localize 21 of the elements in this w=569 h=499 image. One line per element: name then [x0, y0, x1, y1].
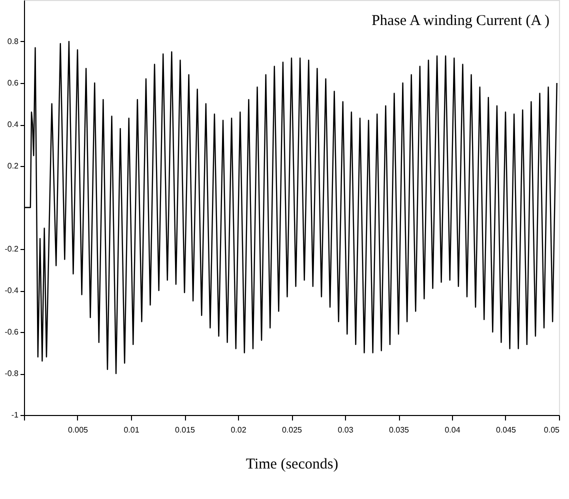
y-tick-label: 0.6	[7, 78, 20, 88]
y-tick-label: -0.2	[4, 244, 20, 254]
x-tick-label: 0.045	[496, 426, 517, 434]
x-tick-label: 0.04	[444, 426, 461, 434]
x-tick-label: 0.005	[68, 426, 89, 434]
y-tick-label: -0.4	[4, 286, 20, 295]
y-tick-label: 0.4	[7, 120, 20, 129]
x-tick-label: 0.035	[388, 426, 410, 434]
x-tick-label: 0.05	[544, 426, 560, 434]
x-tick-label: 0.03	[338, 426, 354, 434]
y-tick-label: 0.2	[7, 162, 20, 170]
x-axis-title: Time (seconds)	[246, 456, 338, 472]
y-tick-label: -0.6	[4, 328, 20, 336]
y-tick-label: 0.8	[7, 37, 20, 46]
x-tick-label: 0.02	[230, 426, 247, 434]
y-tick-label: -0.8	[4, 369, 20, 378]
text: Phase A winding Current (A )	[372, 13, 550, 29]
x-tick-label: 0.015	[174, 426, 196, 434]
x-tick-label: 0.025	[282, 426, 303, 434]
y-tick-label: -1	[11, 410, 20, 420]
x-tick-label: 0.01	[124, 426, 140, 434]
